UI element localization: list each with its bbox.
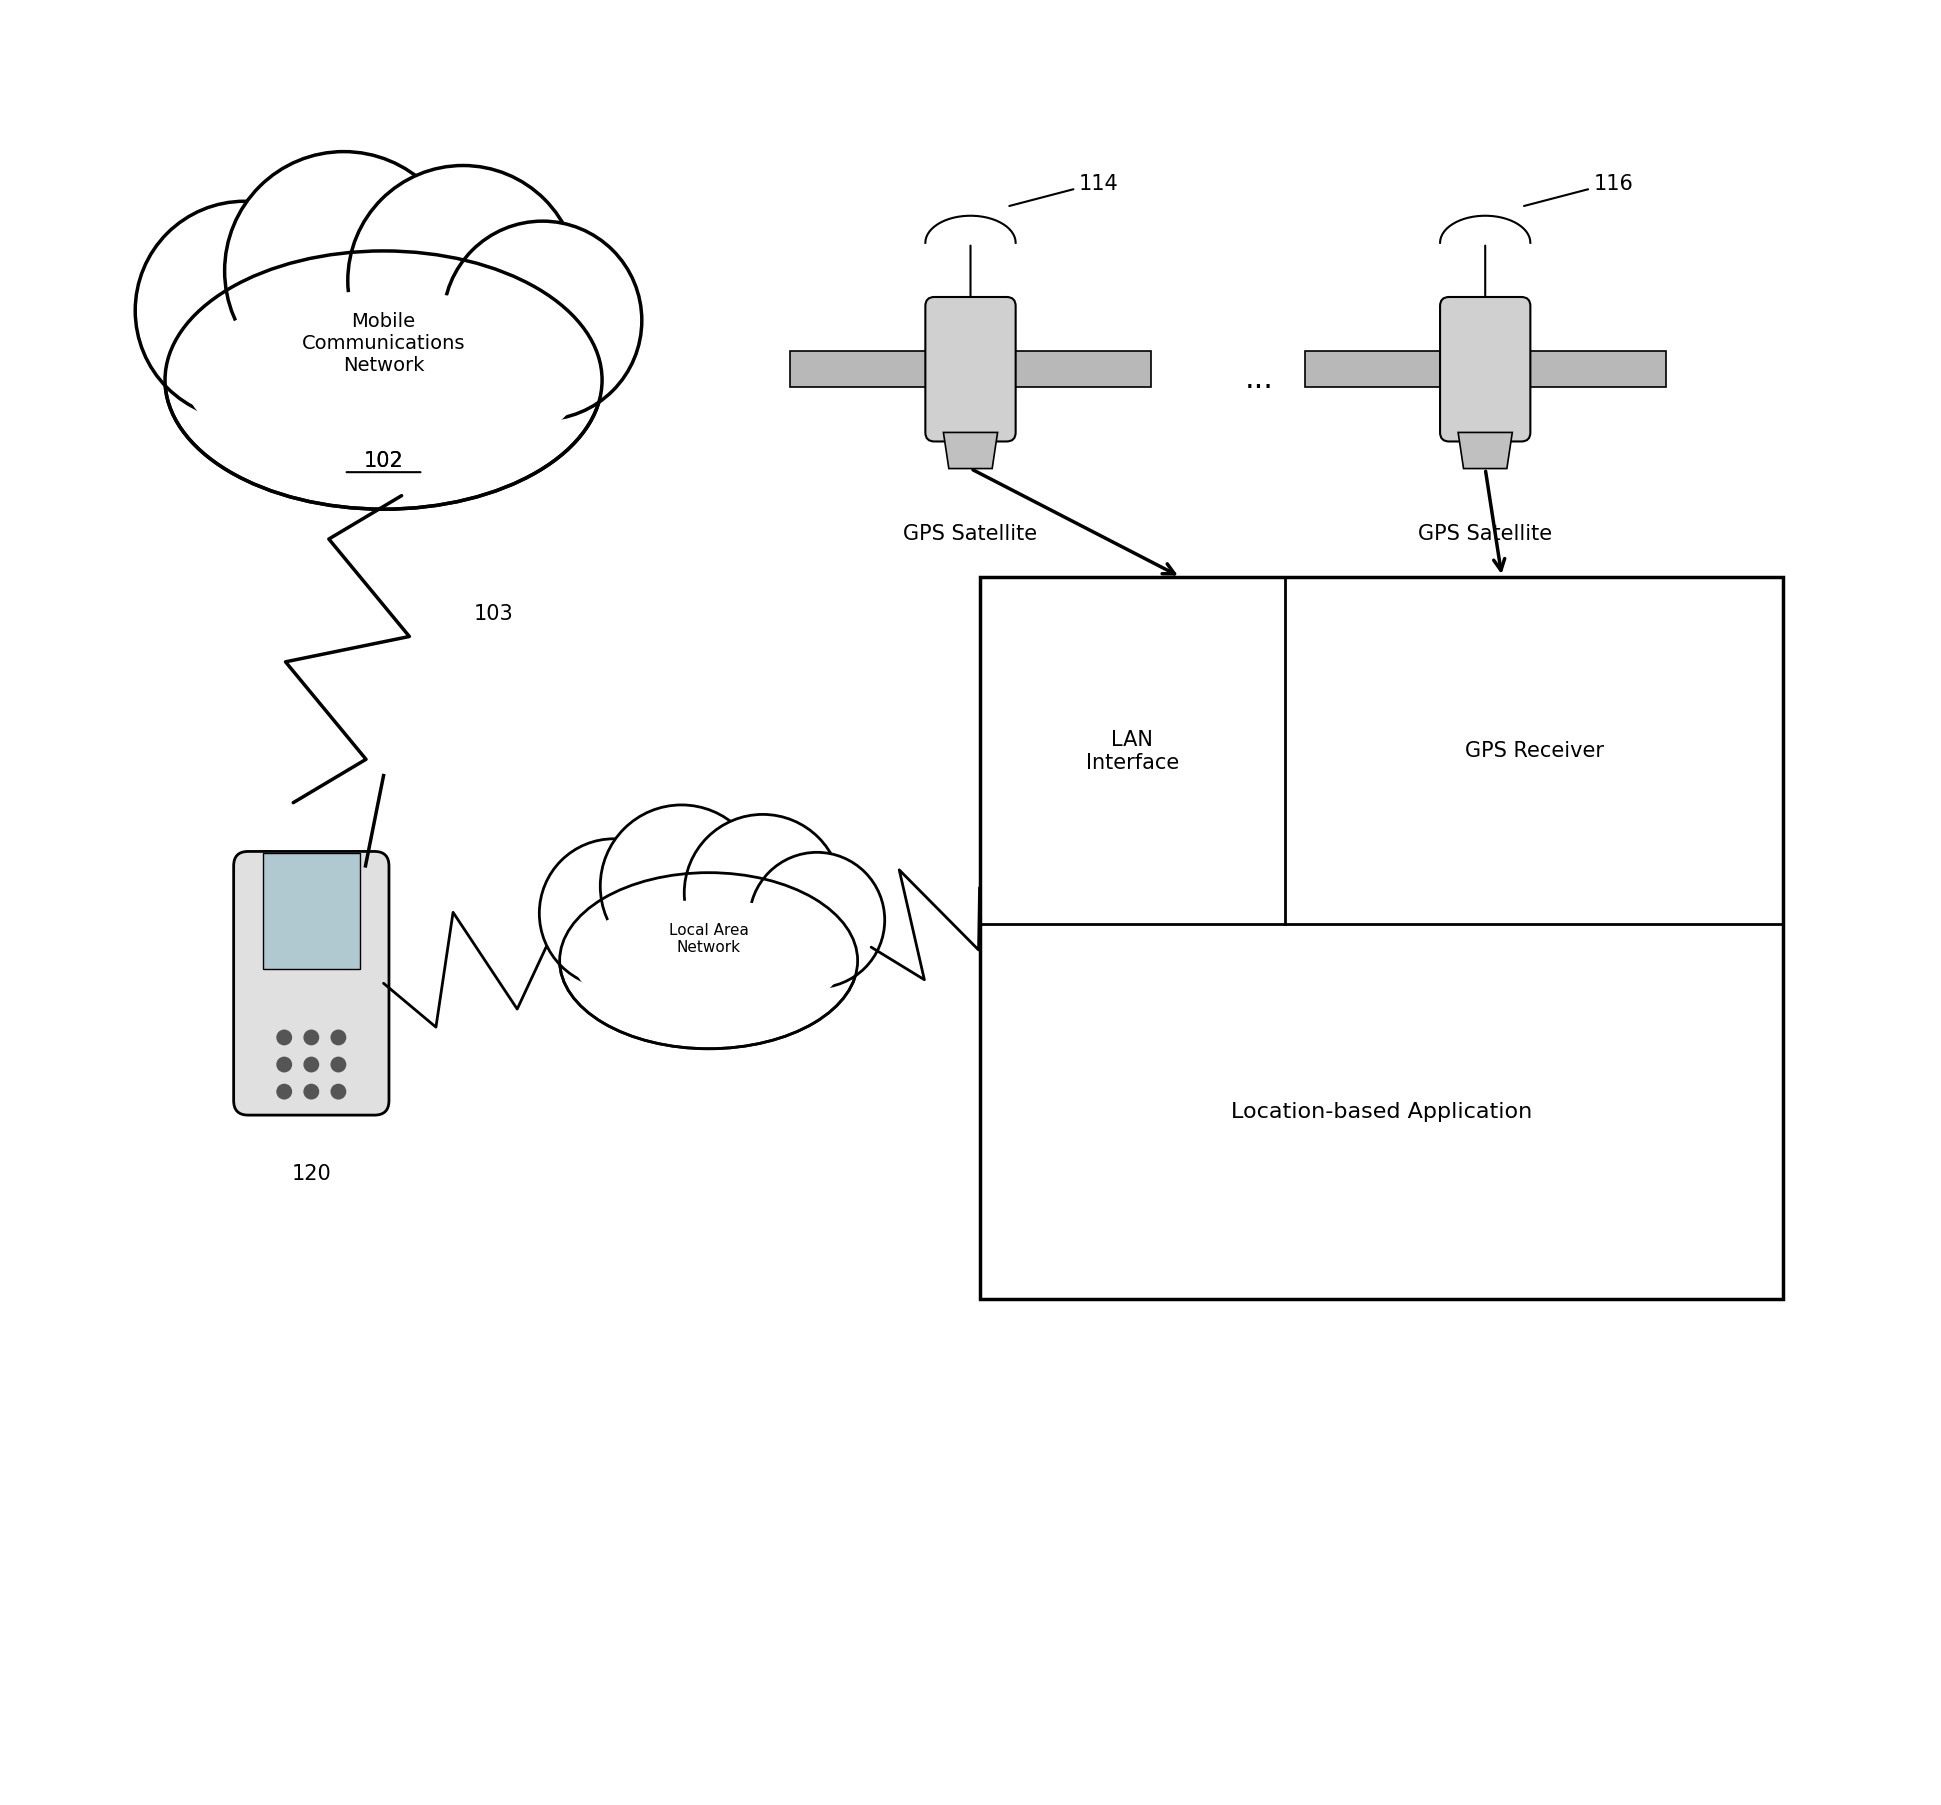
Text: LAN
Interface: LAN Interface [1085,729,1178,773]
FancyBboxPatch shape [262,854,361,969]
Ellipse shape [184,291,582,469]
Text: 103: 103 [474,603,514,625]
Polygon shape [1304,352,1450,388]
FancyBboxPatch shape [1440,298,1530,442]
Circle shape [278,1031,291,1045]
Polygon shape [980,578,1784,1300]
Polygon shape [1458,433,1512,469]
Polygon shape [1007,352,1151,388]
Circle shape [305,1085,318,1099]
Circle shape [332,1085,345,1099]
Text: Local Area
Network: Local Area Network [670,922,749,955]
Circle shape [332,1031,345,1045]
Text: 116: 116 [1524,173,1634,208]
Text: GPS Satellite: GPS Satellite [903,523,1038,543]
Circle shape [600,805,763,967]
Circle shape [278,1085,291,1099]
Circle shape [136,202,353,421]
Ellipse shape [573,901,844,1022]
FancyBboxPatch shape [233,852,388,1115]
Circle shape [332,1058,345,1072]
Text: Location-based Application: Location-based Application [1231,1101,1531,1123]
Circle shape [225,152,464,390]
Circle shape [278,1058,291,1072]
Text: Mobile
Communications
Network: Mobile Communications Network [301,312,466,374]
Text: 102: 102 [363,449,404,471]
Polygon shape [1522,352,1665,388]
Text: 114: 114 [1009,173,1118,208]
Circle shape [540,839,689,989]
Text: GPS Receiver: GPS Receiver [1465,740,1603,762]
Circle shape [685,816,840,971]
Text: ...: ... [1244,365,1273,393]
Ellipse shape [559,874,858,1049]
Ellipse shape [165,251,602,509]
Text: 120: 120 [291,1162,332,1184]
Circle shape [749,854,885,989]
Circle shape [347,166,578,397]
Text: GPS Satellite: GPS Satellite [1419,523,1553,543]
Circle shape [443,222,642,421]
Polygon shape [943,433,998,469]
Circle shape [305,1031,318,1045]
Circle shape [305,1058,318,1072]
Polygon shape [790,352,934,388]
FancyBboxPatch shape [926,298,1015,442]
Text: 102: 102 [363,449,404,471]
